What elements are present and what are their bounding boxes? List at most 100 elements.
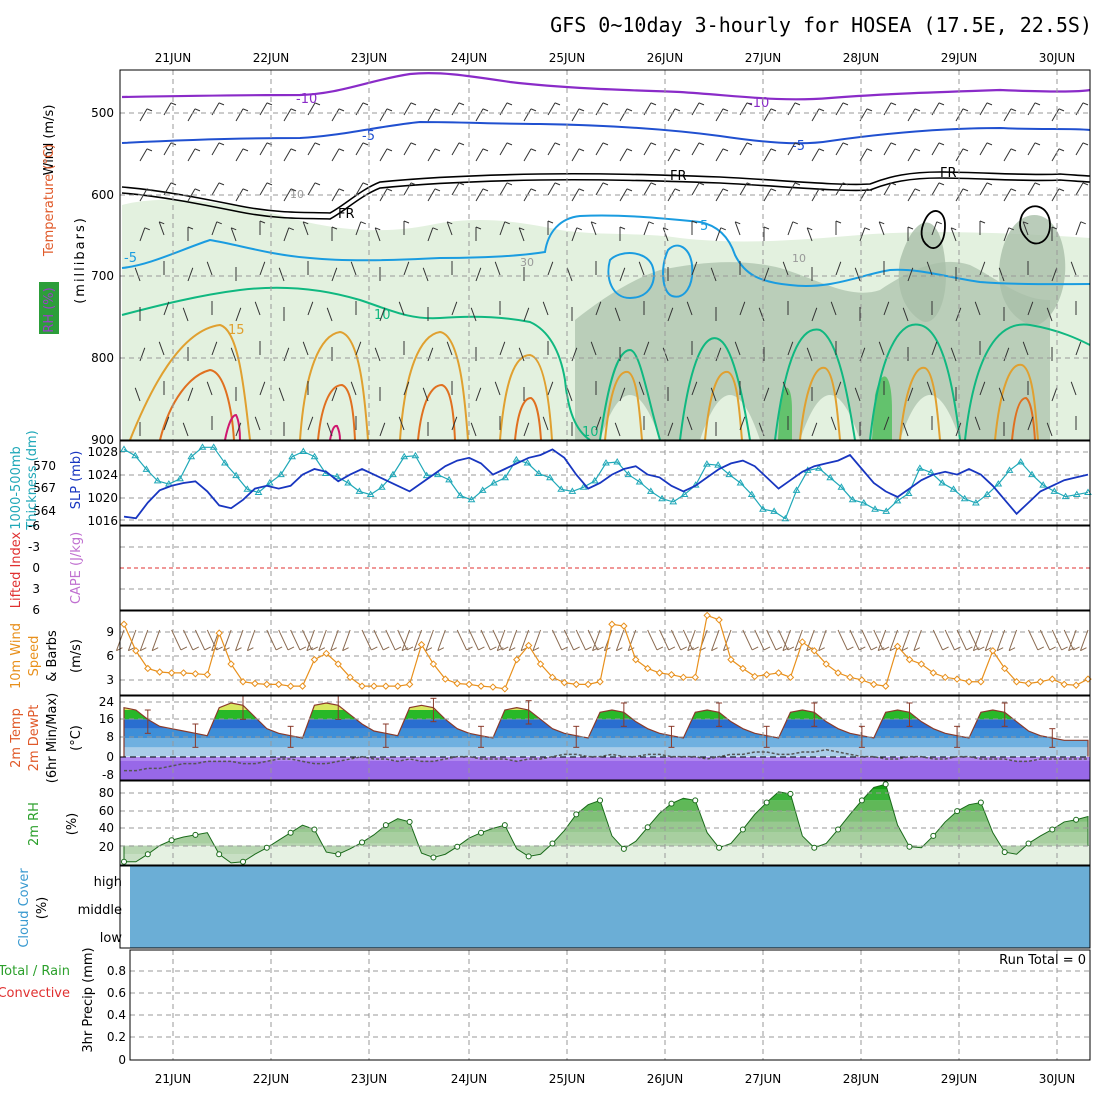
upper-wind-barb [302,341,309,356]
wind-barb [563,629,575,651]
wind-speed-marker [489,683,497,691]
upper-wind-barb [1051,148,1060,162]
temp-contour-15-tongue [704,370,743,441]
upper-wind-barb-flag [938,102,945,106]
upper-wind-barb-flag [434,148,441,152]
thickness-marker [377,483,386,490]
upper-wind-barb-flag [386,188,393,192]
upper-wind-barb-flag [648,221,654,225]
upper-wind-barb-flag [986,182,993,186]
upper-wind-barb-flag [986,102,993,106]
wind-barb [996,629,1006,651]
wind-speed-marker [810,647,818,655]
wind-barb-flag [751,646,759,651]
upper-wind-barb [163,416,170,431]
upper-wind-barb-flag [626,108,633,112]
temp-contour-10 [121,286,591,441]
upper-wind-barb-flag [698,182,705,186]
wind-barb [496,629,506,651]
wind-barb-flag [1049,646,1056,651]
upper-wind-barb [139,108,148,122]
upper-wind-barb [787,142,796,156]
wind-barb-flag [585,646,592,651]
wind-barb-flag [901,647,909,652]
cloud-level: middle [78,903,122,918]
rh-marker [692,797,699,804]
date-label-top: 28JUN [843,51,880,65]
upper-wind-barb [595,182,604,196]
upper-wind-barb [547,381,554,396]
wind-speed-marker [703,611,711,620]
upper-wind-barb [331,188,340,202]
upper-wind-barb-flag [338,188,345,192]
upper-wind-barb-flag [986,142,993,146]
upper-wind-barb [283,347,290,362]
thickness-marker [243,485,252,492]
wind-speed-marker [762,670,771,679]
rh-marker [454,843,461,850]
upper-wind-barb-flag [907,226,914,230]
wind-barb [532,629,542,651]
upper-wind-barb-flag [962,148,969,152]
wind-barb [266,629,277,651]
upper-wind-barb [662,227,669,242]
upper-wind-barb-flag [458,102,465,106]
wind-barb-flag [954,646,961,651]
upper-wind-barb [907,387,914,402]
wind-barb [171,629,182,651]
upper-wind-barb [907,108,916,122]
wind-speed-marker [1000,664,1009,673]
upper-wind-barb [739,182,748,196]
wind-barb-flag [877,647,885,652]
wind-speed-marker [429,660,438,668]
upper-wind-barb-flag [410,102,417,106]
temp-band-fill [124,719,1088,729]
upper-wind-barb [379,148,388,162]
upper-wind-barb [206,381,213,396]
upper-wind-barb-flag [962,108,969,112]
wind-speed-marker [263,680,271,689]
thickness-marker [972,498,980,506]
upper-wind-barb-flag [194,148,201,152]
upper-wind-barb [1075,221,1082,236]
rh-band-fill [124,832,1088,844]
upper-wind-barb [878,221,885,236]
date-label-top: 29JUN [941,51,978,65]
wind-barb-flag [413,647,421,652]
thickness-marker [747,490,756,498]
thickness-marker [333,472,341,480]
upper-wind-barb [1003,347,1010,362]
thickness-marker [960,494,969,502]
upper-wind-barb [1075,142,1084,156]
upper-wind-barb [134,267,141,282]
cloud-panel: high middle low Cloud Cover (%) [17,865,1091,949]
upper-wind-barb-flag [746,182,753,186]
upper-wind-barb [331,267,338,282]
upper-wind-barb [331,387,338,402]
upper-wind-barb-flag [720,227,726,231]
wind10-panel: 9 6 3 10m Wind Speed & Barbs (m/s) [9,610,1092,696]
upper-wind-barb-flag [554,182,561,186]
wind-barb-flag [508,647,516,652]
wind-barb-flag [687,647,694,652]
upper-wind-barb-flag [170,102,177,106]
rh-frame [119,780,1091,866]
wind-barb [754,629,765,651]
wind-tick: 9 [106,625,114,639]
thickness-marker [467,495,476,503]
upper-wind-barb [691,142,700,156]
thickness-marker [859,498,868,506]
contour-label: 15 [228,323,245,338]
rh-marker [216,851,223,858]
upper-wind-barb [763,387,770,402]
freezing-contour-loop [920,210,946,249]
upper-wind-barb [254,301,261,316]
wind-barb-flag [1061,646,1068,651]
upper-wind-barb [470,422,477,437]
upper-wind-barb-flag [530,188,537,192]
wind-barb [480,629,491,651]
upper-air-panel: -10 -10 -5 -5 -5 5 10 10 15 FR FR FR 10 … [39,69,1091,447]
precip-tick: 0.4 [107,1008,126,1022]
upper-wind-barb [158,341,165,356]
wind-barb [742,629,753,651]
